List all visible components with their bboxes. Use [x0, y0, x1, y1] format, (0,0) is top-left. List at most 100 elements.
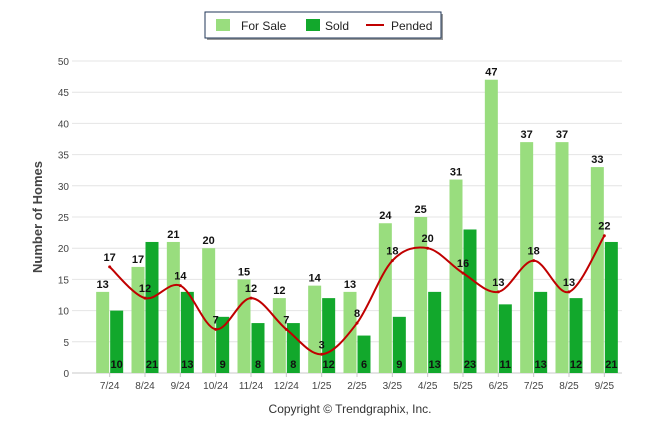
data-label-for-sale: 15 — [238, 266, 250, 278]
bar-sold — [392, 316, 406, 373]
x-tick-label: 12/24 — [274, 381, 299, 392]
data-label-pended: 12 — [139, 283, 151, 295]
data-label-for-sale: 37 — [521, 129, 533, 141]
bar-for-sale — [555, 142, 569, 373]
data-label-sold: 11 — [500, 359, 512, 371]
legend-label-sold: Sold — [325, 19, 349, 33]
x-tick-label: 7/24 — [100, 381, 120, 392]
data-label-sold: 13 — [429, 359, 441, 371]
x-tick-label: 2/25 — [347, 381, 367, 392]
bar-for-sale — [272, 298, 286, 373]
y-tick-label: 20 — [58, 244, 70, 255]
y-tick-label: 40 — [58, 119, 70, 130]
pended-point — [284, 327, 288, 331]
pended-point — [390, 259, 394, 263]
data-label-pended: 12 — [245, 283, 257, 295]
data-label-pended: 22 — [598, 221, 610, 233]
bar-sold — [180, 291, 194, 373]
data-label-for-sale: 14 — [309, 273, 322, 285]
bar-for-sale — [520, 142, 534, 373]
bar-sold — [498, 304, 512, 373]
bar-for-sale — [202, 248, 216, 373]
x-tick-label: 10/24 — [203, 381, 228, 392]
data-label-pended: 7 — [213, 314, 219, 326]
bar-sold — [110, 310, 124, 373]
bar-for-sale — [449, 179, 463, 373]
x-tick-label: 11/24 — [239, 381, 264, 392]
data-label-pended: 14 — [174, 271, 187, 283]
data-label-pended: 8 — [354, 308, 360, 320]
data-label-sold: 21 — [146, 359, 158, 371]
pended-point — [108, 265, 112, 269]
pended-point — [461, 271, 465, 275]
y-axis-label: Number of Homes — [30, 161, 45, 273]
y-tick-label: 35 — [58, 151, 70, 162]
bar-sold — [428, 291, 442, 373]
pended-point — [249, 296, 253, 300]
data-label-sold: 23 — [464, 359, 476, 371]
data-label-sold: 10 — [111, 359, 123, 371]
x-tick-label: 6/25 — [489, 381, 509, 392]
bar-for-sale — [414, 217, 428, 373]
bar-for-sale — [131, 266, 145, 373]
y-tick-label: 0 — [63, 369, 69, 380]
data-label-pended: 7 — [283, 314, 289, 326]
bar-sold — [604, 241, 618, 373]
data-label-for-sale: 13 — [97, 279, 109, 291]
pended-point — [567, 290, 571, 294]
legend-swatch-for-sale — [216, 19, 230, 31]
pended-point — [602, 234, 606, 238]
y-tick-label: 30 — [58, 182, 70, 193]
x-tick-label: 8/25 — [559, 381, 579, 392]
y-tick-label: 25 — [58, 213, 70, 224]
data-label-sold: 9 — [396, 359, 402, 371]
data-label-pended: 13 — [492, 277, 504, 289]
data-label-for-sale: 20 — [203, 235, 215, 247]
pended-point — [532, 259, 536, 263]
bar-for-sale — [96, 291, 110, 373]
y-tick-label: 45 — [58, 88, 70, 99]
data-label-sold: 21 — [605, 359, 617, 371]
data-label-for-sale: 25 — [415, 204, 427, 216]
x-tick-label: 7/25 — [524, 381, 544, 392]
data-label-for-sale: 17 — [132, 254, 144, 266]
y-axis-ticks: 0 5 10 15 20 25 30 35 40 45 50 — [58, 57, 70, 380]
data-label-pended: 13 — [563, 277, 575, 289]
bar-sold — [463, 229, 477, 373]
data-label-sold: 12 — [323, 359, 335, 371]
data-label-sold: 12 — [570, 359, 582, 371]
x-tick-label: 9/24 — [171, 381, 191, 392]
x-tick-label: 4/25 — [418, 381, 438, 392]
data-label-for-sale: 37 — [556, 129, 568, 141]
data-label-sold: 13 — [535, 359, 547, 371]
bar-sold — [251, 323, 265, 373]
legend-label-for-sale: For Sale — [241, 19, 287, 33]
legend-swatch-sold — [306, 19, 320, 31]
data-label-for-sale: 31 — [450, 167, 462, 179]
data-label-for-sale: 21 — [167, 229, 179, 241]
data-label-for-sale: 47 — [485, 67, 497, 79]
y-tick-label: 15 — [58, 275, 70, 286]
data-label-pended: 18 — [528, 246, 540, 258]
data-label-pended: 20 — [422, 233, 434, 245]
data-label-pended: 3 — [319, 339, 325, 351]
bar-sold — [145, 241, 159, 373]
data-label-pended: 18 — [386, 246, 398, 258]
y-tick-label: 10 — [58, 307, 70, 318]
x-tick-label: 5/25 — [453, 381, 473, 392]
bar-for-sale — [237, 279, 251, 373]
copyright-footer: Copyright © Trendgraphix, Inc. — [269, 402, 432, 416]
y-tick-label: 50 — [58, 57, 70, 68]
bar-for-sale — [484, 79, 498, 373]
data-label-for-sale: 33 — [591, 154, 603, 166]
data-label-for-sale: 24 — [379, 210, 392, 222]
grid-lines — [72, 60, 622, 374]
bar-sold — [534, 291, 548, 373]
legend-label-pended: Pended — [391, 19, 432, 33]
pended-point — [426, 246, 430, 250]
legend: For Sale Sold Pended — [204, 11, 443, 40]
bar-for-sale — [308, 285, 322, 373]
x-tick-label: 8/24 — [135, 381, 155, 392]
pended-point — [178, 284, 182, 288]
data-label-sold: 8 — [255, 359, 261, 371]
